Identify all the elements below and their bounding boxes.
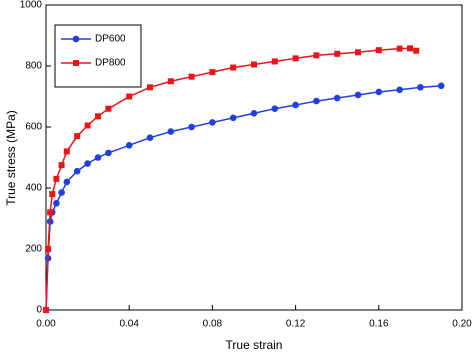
data-point [407, 45, 413, 52]
data-point [271, 105, 279, 112]
data-point [209, 69, 216, 76]
data-point [73, 167, 81, 175]
data-point [437, 82, 445, 90]
data-point [375, 88, 383, 96]
data-point [146, 134, 154, 141]
data-point [333, 94, 341, 102]
data-point [95, 113, 101, 120]
data-point [354, 91, 362, 99]
data-point [147, 84, 153, 91]
data-point [292, 55, 299, 62]
data-point [292, 101, 299, 109]
data-point [396, 86, 403, 94]
data-point [396, 45, 403, 52]
data-point [229, 114, 237, 122]
data-point [313, 97, 320, 105]
x-tick-label: 0.08 [203, 319, 223, 330]
x-tick-label: 0.12 [286, 319, 306, 330]
y-tick-label: 600 [25, 122, 42, 133]
data-point [126, 93, 133, 100]
data-point [167, 78, 174, 85]
data-point [94, 154, 102, 161]
data-point [105, 105, 112, 112]
data-point [355, 49, 361, 56]
data-point [375, 47, 382, 54]
data-point [53, 175, 60, 182]
data-point [43, 307, 49, 313]
x-tick-label: 0.16 [369, 319, 389, 330]
data-point [63, 178, 71, 186]
plot-frame [45, 4, 463, 311]
data-point [84, 160, 91, 167]
data-point [413, 47, 420, 54]
data-point [47, 209, 54, 216]
data-point [209, 119, 216, 126]
data-point [313, 52, 320, 59]
legend-marker [72, 35, 80, 43]
y-tick-label: 0 [36, 305, 42, 316]
data-point [49, 191, 56, 198]
legend-box [54, 24, 142, 88]
data-point [167, 128, 175, 135]
data-point [74, 133, 81, 140]
data-point [45, 246, 52, 252]
data-point [417, 84, 424, 91]
data-point [230, 64, 237, 71]
data-point [125, 142, 133, 149]
data-point [250, 109, 258, 117]
data-point [334, 50, 341, 57]
x-tick-label: 0.20 [452, 319, 472, 330]
legend-label: DP800 [95, 58, 126, 69]
series-line [45, 47, 417, 311]
legend-label: DP600 [95, 34, 126, 45]
data-point [53, 199, 60, 207]
data-point [105, 149, 112, 157]
data-point [271, 58, 278, 65]
data-point [58, 162, 65, 169]
data-point [188, 123, 195, 131]
data-point [63, 148, 70, 155]
data-point [251, 61, 257, 68]
y-axis-title: True stress (MPa) [4, 110, 18, 206]
data-point [58, 189, 65, 196]
legend-marker [73, 60, 79, 66]
x-tick-label: 0.00 [36, 319, 56, 330]
y-tick-label: 400 [25, 183, 42, 194]
x-axis-title: True strain [226, 338, 283, 352]
data-point [84, 122, 91, 129]
y-tick-label: 800 [25, 61, 42, 72]
series-line [45, 85, 442, 311]
data-point [188, 73, 195, 80]
x-tick-label: 0.04 [119, 319, 139, 330]
y-tick-label: 1000 [20, 0, 43, 11]
y-tick-label: 200 [25, 244, 42, 255]
